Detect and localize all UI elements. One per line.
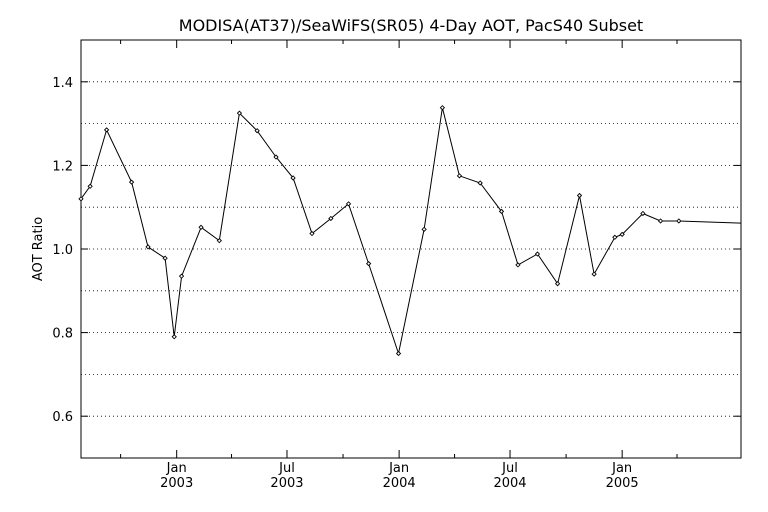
data-point xyxy=(254,128,260,134)
x-tick-label-month: Jan xyxy=(388,461,409,476)
data-point xyxy=(87,183,93,189)
data-point xyxy=(612,234,618,240)
data-point xyxy=(198,224,204,230)
data-point xyxy=(640,210,646,217)
x-tick-label-month: Jan xyxy=(611,461,632,476)
data-point xyxy=(421,226,427,232)
data-point xyxy=(78,196,84,202)
chart-title: MODISA(AT37)/SeaWiFS(SR05) 4-Day AOT, Pa… xyxy=(179,16,643,35)
y-tick-label: 1.2 xyxy=(52,159,73,174)
plot-frame xyxy=(80,39,742,459)
y-axis-label: AOT Ratio xyxy=(31,217,46,281)
data-point xyxy=(345,201,352,207)
x-tick-label-year: 2003 xyxy=(160,476,193,491)
data-point xyxy=(236,110,243,116)
y-tick-label: 1.4 xyxy=(52,76,73,91)
x-tick-label-month: Jul xyxy=(501,461,518,476)
data-point xyxy=(456,173,463,179)
data-point xyxy=(145,244,151,250)
y-tick-label: 1.0 xyxy=(52,243,73,258)
data-point xyxy=(395,350,402,357)
data-point xyxy=(273,154,279,160)
y-tick-label: 0.6 xyxy=(52,410,73,425)
data-point xyxy=(309,230,315,237)
data-point xyxy=(216,238,222,244)
data-point xyxy=(328,215,334,222)
data-point xyxy=(619,231,625,238)
data-point xyxy=(554,281,561,287)
data-point xyxy=(591,271,597,277)
tick-layer: 0.60.81.01.21.4Jan2003Jul2003Jan2004Jul2… xyxy=(52,40,741,491)
x-tick-label-year: 2003 xyxy=(270,476,303,491)
data-point xyxy=(657,218,664,224)
x-tick-label-month: Jul xyxy=(278,461,295,476)
data-point xyxy=(290,175,296,181)
data-point xyxy=(534,251,541,257)
data-point xyxy=(515,262,521,268)
data-point xyxy=(128,179,135,185)
data-point xyxy=(576,192,583,199)
data-point xyxy=(103,127,110,133)
data-point xyxy=(178,273,185,279)
x-tick-label-year: 2004 xyxy=(493,476,526,491)
data-point xyxy=(477,180,483,186)
data-point xyxy=(162,255,168,261)
data-point xyxy=(676,218,682,224)
x-tick-label-year: 2005 xyxy=(606,476,639,491)
x-tick-label-year: 2004 xyxy=(383,476,416,491)
data-point xyxy=(439,105,446,111)
data-layer xyxy=(78,105,742,357)
grid-layer xyxy=(81,81,741,417)
series-line xyxy=(80,107,742,356)
x-tick-label-month: Jan xyxy=(166,461,187,476)
data-point xyxy=(366,260,372,267)
y-tick-label: 0.8 xyxy=(52,327,73,342)
data-point xyxy=(171,334,177,340)
data-point xyxy=(498,208,505,215)
